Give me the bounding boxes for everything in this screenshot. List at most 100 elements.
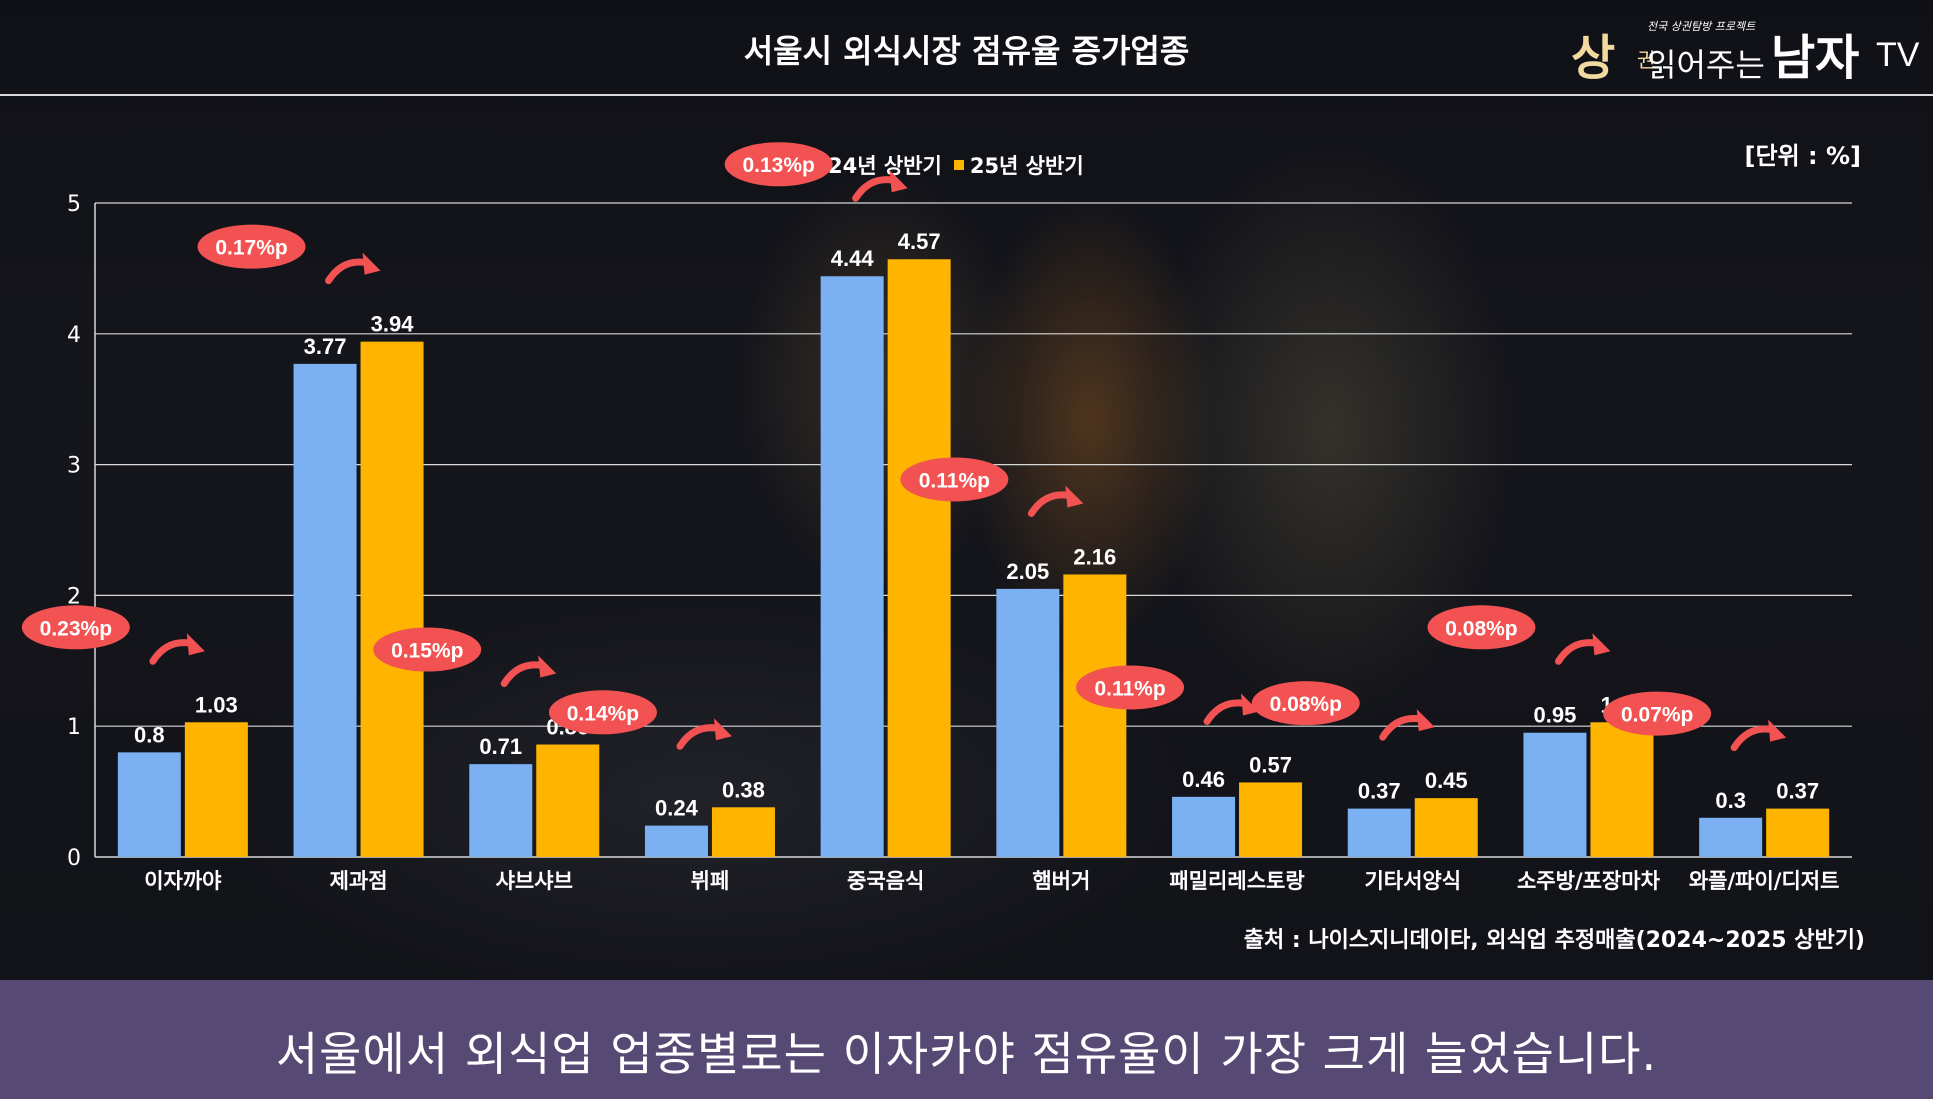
y-tick-label: 4: [67, 323, 81, 348]
change-badge: [1251, 681, 1360, 726]
change-badge: [724, 142, 833, 187]
change-badge: [900, 457, 1009, 502]
subtitle-bar: [0, 980, 1933, 1099]
value-label-2024: 3.77: [304, 334, 347, 359]
change-badge-label: 0.17%p: [215, 237, 287, 260]
change-badge-label: 0.15%p: [391, 640, 463, 663]
bar-2024: [1172, 796, 1236, 857]
category-label: 중국음식: [847, 869, 924, 893]
category-label: 소주방/포장마차: [1517, 869, 1661, 893]
logo-part1-small: 권: [1637, 48, 1656, 72]
value-label-2025: 1.03: [195, 692, 238, 717]
category-label: 샤브샤브: [496, 869, 573, 893]
logo-part1: 상: [1571, 30, 1616, 86]
value-label-2025: 0.57: [1249, 752, 1292, 777]
change-badge-label: 0.11%p: [919, 469, 990, 492]
change-arrow-head: [1768, 719, 1787, 742]
change-arrow-head: [1416, 709, 1435, 732]
change-arrow: [852, 176, 898, 202]
bar-2025: [360, 341, 424, 857]
category-label: 햄버거: [1032, 869, 1090, 893]
change-badge-label: 0.07%p: [1621, 704, 1693, 727]
change-arrow: [500, 661, 546, 688]
value-label-2024: 0.8: [134, 722, 165, 747]
change-badge: [197, 224, 306, 269]
change-badge: [1076, 665, 1185, 710]
bar-2025: [536, 744, 600, 857]
value-label-2024: 0.71: [479, 734, 522, 759]
value-label-2024: 0.3: [1715, 788, 1746, 813]
change-arrow-head: [889, 170, 908, 193]
legend-label-2025: 25년 상반기: [969, 154, 1084, 178]
bar-2025: [1063, 574, 1127, 857]
bar-chart: 0 1 2 3 4 5 0.8 1.03 이자까야 0.23%p 3.77 3.94 제과점 0.17%p…: [21, 142, 1852, 893]
category-label: 와플/파이/디저트: [1689, 869, 1840, 893]
y-tick-label: 5: [67, 192, 81, 217]
logo-part2: 읽어주는: [1647, 47, 1765, 83]
change-arrow-head: [713, 718, 732, 741]
y-tick-label: 1: [67, 715, 81, 740]
change-arrow-head: [1065, 485, 1084, 508]
category-label: 제과점: [330, 869, 388, 893]
change-badge: [21, 605, 130, 650]
source-note: 출처 : 나이스지니데이타, 외식업 추정매출(2024~2025 상반기): [1243, 928, 1865, 953]
value-label-2024: 2.05: [1006, 559, 1049, 584]
value-label-2025: 0.45: [1425, 768, 1468, 793]
value-label-2024: 0.37: [1358, 779, 1401, 804]
change-arrow-head: [538, 655, 557, 678]
unit-label: [단위 : %]: [1744, 142, 1861, 170]
y-tick-label: 0: [67, 846, 81, 871]
change-badge-label: 0.08%p: [1445, 617, 1517, 640]
category-label: 기타서양식: [1364, 869, 1461, 893]
bar-2024: [293, 363, 357, 857]
change-arrow: [149, 639, 195, 665]
bar-2025: [711, 807, 775, 857]
bar-2025: [1239, 782, 1303, 857]
change-arrow-head: [1592, 633, 1611, 656]
bar-2025: [1766, 808, 1830, 857]
bar-2024: [644, 825, 708, 857]
change-arrow-head: [362, 252, 381, 275]
change-badge-label: 0.14%p: [567, 702, 639, 725]
change-arrow: [1379, 715, 1425, 741]
logo-part3: 남자: [1771, 30, 1860, 86]
change-arrow: [325, 258, 371, 285]
change-badge: [1427, 605, 1536, 650]
bar-2025: [184, 722, 248, 857]
bar-2024: [996, 588, 1060, 857]
change-arrow: [1554, 639, 1600, 665]
change-arrow: [676, 724, 722, 750]
bar-2024: [469, 764, 533, 857]
y-tick-label: 3: [67, 454, 81, 479]
channel-logo: 상 권 전국 상권탐방 프로젝트 읽어주는 남자 TV: [1571, 14, 1919, 86]
value-label-2024: 0.46: [1182, 767, 1225, 792]
bar-2024: [1523, 732, 1587, 857]
change-arrow: [1203, 699, 1249, 725]
bar-2025: [1590, 722, 1654, 857]
category-label: 이자까야: [144, 869, 222, 893]
change-arrow: [1730, 725, 1776, 752]
change-badge: [1603, 691, 1712, 736]
legend-item-2025: 25년 상반기: [953, 150, 1084, 180]
legend-label-2024: 24년 상반기: [828, 154, 942, 178]
category-label: 패밀리레스토랑: [1169, 869, 1304, 893]
bar-2024: [117, 752, 181, 857]
y-tick-label: 2: [67, 584, 81, 609]
value-label-2025: 3.94: [371, 312, 415, 337]
bar-2024: [820, 276, 884, 857]
subtitle-caption: 서울에서 외식업 업종별로는 이자카야 점유율이 가장 크게 늘었습니다.: [275, 1027, 1658, 1081]
change-arrow: [1027, 491, 1073, 517]
value-label-2025: 0.38: [722, 777, 765, 802]
bar-2025: [887, 259, 951, 857]
change-badge-label: 0.23%p: [40, 617, 112, 640]
change-badge: [373, 627, 482, 672]
chart-legend: 24년 상반기 25년 상반기: [812, 150, 1084, 180]
change-arrow-head: [186, 633, 205, 656]
value-label-2025: 2.16: [1073, 544, 1116, 569]
value-label-2025: 4.57: [898, 229, 941, 254]
chart-title: 서울시 외식시장 점유율 증가업종: [743, 32, 1190, 70]
change-badge-label: 0.11%p: [1094, 677, 1165, 700]
bar-2024: [1699, 817, 1763, 857]
legend-swatch-2025: [953, 160, 964, 170]
change-badge: [548, 690, 657, 735]
